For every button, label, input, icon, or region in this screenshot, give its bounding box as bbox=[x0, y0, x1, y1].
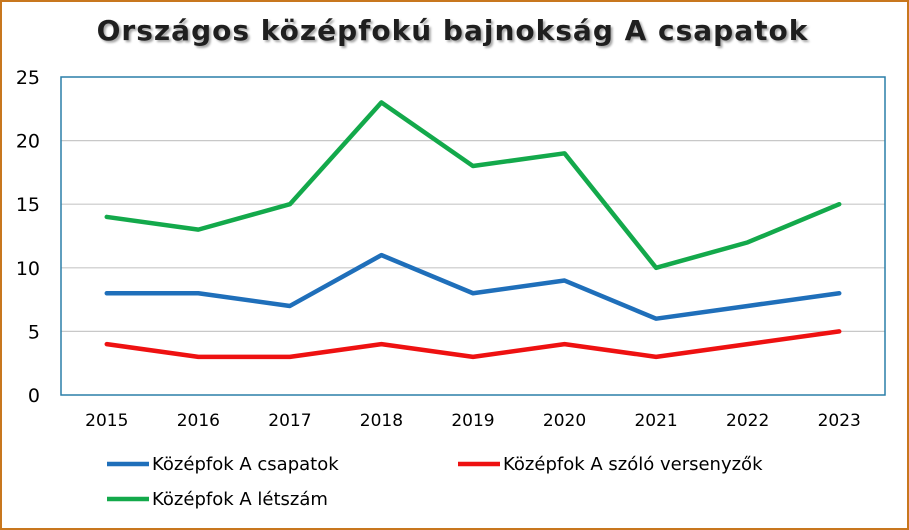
y-tick-label: 15 bbox=[16, 194, 40, 216]
y-axis: 0 5 10 15 20 25 bbox=[16, 67, 40, 407]
y-tick-label: 25 bbox=[16, 67, 40, 89]
x-axis: 2015 2016 2017 2018 2019 2020 2021 2022 2023 bbox=[85, 411, 861, 431]
y-tick-label: 0 bbox=[28, 385, 40, 407]
legend-label: Középfok A csapatok bbox=[152, 454, 339, 475]
y-tick-label: 10 bbox=[16, 258, 40, 280]
y-tick-label: 5 bbox=[28, 321, 40, 343]
series-line-3 bbox=[104, 100, 842, 271]
plot-area bbox=[60, 76, 886, 396]
x-tick-label: 2015 bbox=[85, 411, 128, 431]
x-tick-label: 2022 bbox=[726, 411, 769, 431]
legend-label: Középfok A szóló versenyzők bbox=[503, 454, 763, 475]
grid-lines bbox=[61, 140, 885, 332]
x-tick-label: 2016 bbox=[177, 411, 220, 431]
x-tick-label: 2020 bbox=[543, 411, 586, 431]
chart-title: Országos középfokú bajnokság A csapatok bbox=[96, 14, 809, 47]
x-tick-label: 2021 bbox=[634, 411, 677, 431]
x-tick-label: 2017 bbox=[268, 411, 311, 431]
series-line-2 bbox=[104, 329, 842, 360]
legend: Középfok A csapatok Középfok A szóló vers… bbox=[107, 454, 763, 510]
x-tick-label: 2018 bbox=[360, 411, 403, 431]
x-tick-label: 2019 bbox=[451, 411, 494, 431]
y-tick-label: 20 bbox=[16, 131, 40, 153]
series-line-1 bbox=[104, 252, 842, 321]
x-tick-label: 2023 bbox=[818, 411, 861, 431]
series-lines bbox=[104, 100, 842, 360]
legend-label: Középfok A létszám bbox=[152, 489, 328, 510]
